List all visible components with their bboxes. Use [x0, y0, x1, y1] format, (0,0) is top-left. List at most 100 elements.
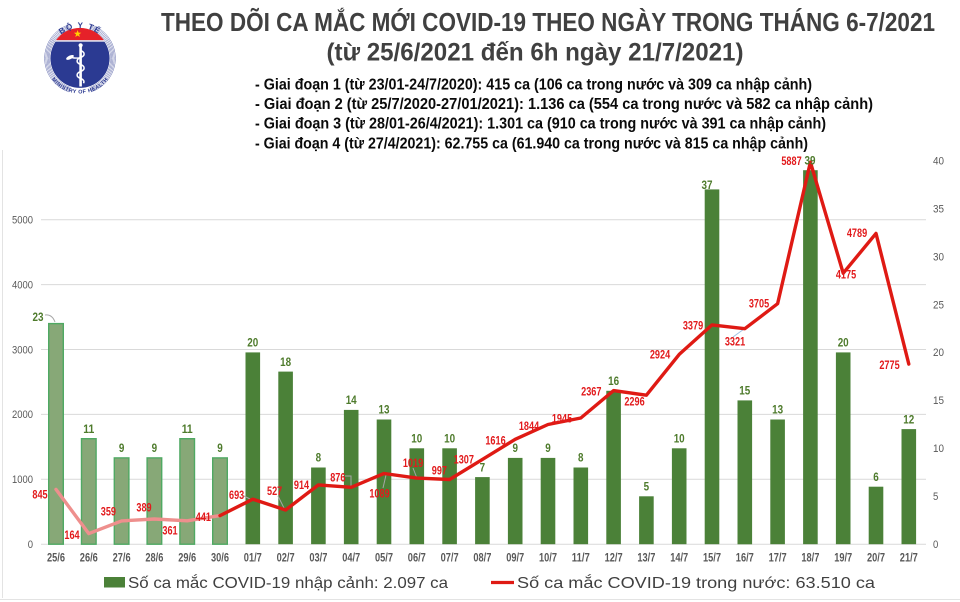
svg-text:693: 693 [229, 488, 244, 502]
svg-text:35: 35 [933, 203, 944, 215]
svg-text:20/7: 20/7 [867, 550, 885, 564]
svg-text:9: 9 [152, 441, 158, 455]
svg-text:09/7: 09/7 [506, 550, 524, 564]
svg-text:997: 997 [432, 464, 447, 478]
svg-text:30/6: 30/6 [211, 550, 229, 564]
svg-text:13: 13 [772, 403, 783, 417]
svg-text:4789: 4789 [847, 226, 868, 240]
svg-text:16: 16 [608, 374, 619, 388]
svg-text:10/7: 10/7 [539, 550, 557, 564]
svg-text:845: 845 [32, 488, 47, 502]
svg-text:Số ca mắc COVID-19 nhập cảnh:: Số ca mắc COVID-19 nhập cảnh: 2.097 ca [128, 573, 448, 592]
svg-text:THEO DÕI CA MẮC MỚI COVID-19 T: THEO DÕI CA MẮC MỚI COVID-19 THEO NGÀY T… [161, 7, 935, 37]
svg-text:11: 11 [182, 422, 193, 436]
svg-text:15: 15 [739, 384, 750, 398]
svg-text:(từ 25/6/2021 đến 6h ngày 21/7: (từ 25/6/2021 đến 6h ngày 21/7/2021) [327, 39, 744, 67]
svg-text:164: 164 [64, 528, 79, 542]
svg-text:08/7: 08/7 [473, 550, 491, 564]
svg-text:03/7: 03/7 [309, 550, 327, 564]
svg-text:10: 10 [411, 432, 422, 446]
svg-text:441: 441 [196, 510, 211, 524]
svg-text:2296: 2296 [624, 395, 645, 409]
svg-text:2775: 2775 [879, 358, 900, 372]
svg-text:- Giai đoạn 3 (từ 28/01-26/4/2: - Giai đoạn 3 (từ 28/01-26/4/2021): 1.30… [255, 116, 826, 133]
svg-text:05/7: 05/7 [375, 550, 393, 564]
svg-text:39: 39 [805, 153, 816, 167]
svg-text:8: 8 [316, 451, 322, 465]
svg-text:0: 0 [933, 539, 938, 551]
svg-text:20: 20 [247, 336, 258, 350]
svg-text:14: 14 [346, 393, 357, 407]
svg-text:29/6: 29/6 [178, 550, 196, 564]
svg-text:0: 0 [28, 539, 33, 551]
svg-text:Số ca mắc COVID-19 trong nước:: Số ca mắc COVID-19 trong nước: 63.510 ca [517, 573, 875, 592]
svg-text:20: 20 [933, 347, 944, 359]
svg-text:9: 9 [512, 441, 518, 455]
svg-text:1844: 1844 [519, 419, 540, 433]
svg-text:9: 9 [119, 441, 125, 455]
svg-text:06/7: 06/7 [408, 550, 426, 564]
svg-text:359: 359 [101, 505, 116, 519]
svg-text:5: 5 [933, 491, 938, 503]
svg-text:5887: 5887 [781, 154, 802, 168]
svg-text:7: 7 [480, 460, 486, 474]
svg-text:10: 10 [444, 432, 455, 446]
svg-text:8: 8 [578, 451, 584, 465]
svg-text:914: 914 [294, 478, 309, 492]
svg-text:04/7: 04/7 [342, 550, 360, 564]
svg-text:9: 9 [217, 441, 223, 455]
svg-text:13: 13 [379, 403, 390, 417]
svg-text:2367: 2367 [581, 385, 602, 399]
svg-text:40: 40 [933, 155, 944, 167]
svg-text:361: 361 [162, 524, 177, 538]
svg-text:14/7: 14/7 [670, 550, 688, 564]
svg-text:20: 20 [838, 336, 849, 350]
svg-text:- Giai đoạn 4 (từ 27/4/2021):: - Giai đoạn 4 (từ 27/4/2021): 62.755 ca … [255, 136, 808, 153]
svg-text:3321: 3321 [725, 335, 746, 349]
svg-text:25/6: 25/6 [47, 550, 65, 564]
svg-text:5: 5 [644, 480, 650, 494]
svg-text:17/7: 17/7 [769, 550, 787, 564]
svg-text:1307: 1307 [454, 453, 475, 467]
svg-text:30: 30 [933, 251, 944, 263]
svg-text:10: 10 [933, 443, 944, 455]
svg-text:1089: 1089 [369, 487, 390, 501]
svg-text:9: 9 [545, 441, 551, 455]
svg-text:3705: 3705 [749, 297, 770, 311]
svg-text:1000: 1000 [12, 474, 33, 486]
svg-text:18/7: 18/7 [801, 550, 819, 564]
svg-text:5000: 5000 [12, 215, 33, 227]
svg-text:19/7: 19/7 [834, 550, 852, 564]
svg-text:2924: 2924 [650, 348, 671, 362]
svg-text:2000: 2000 [12, 409, 33, 421]
svg-text:3379: 3379 [683, 319, 704, 333]
svg-text:6: 6 [873, 470, 879, 484]
svg-text:02/7: 02/7 [277, 550, 295, 564]
svg-text:21/7: 21/7 [900, 550, 918, 564]
svg-text:26/6: 26/6 [80, 550, 98, 564]
svg-text:876: 876 [330, 471, 345, 485]
svg-text:15: 15 [933, 395, 944, 407]
svg-text:16/7: 16/7 [736, 550, 754, 564]
svg-text:28/6: 28/6 [145, 550, 163, 564]
svg-text:07/7: 07/7 [441, 550, 459, 564]
svg-text:527: 527 [267, 484, 282, 498]
svg-text:25: 25 [933, 299, 944, 311]
svg-text:12: 12 [903, 412, 914, 426]
svg-text:10: 10 [674, 432, 685, 446]
svg-text:27/6: 27/6 [113, 550, 131, 564]
svg-text:37: 37 [702, 178, 713, 192]
svg-text:4000: 4000 [12, 279, 33, 291]
svg-text:23: 23 [33, 310, 44, 324]
svg-text:18: 18 [280, 355, 291, 369]
svg-text:1019: 1019 [403, 456, 424, 470]
svg-text:11/7: 11/7 [572, 550, 590, 564]
svg-text:11: 11 [83, 422, 94, 436]
svg-text:4175: 4175 [836, 268, 857, 282]
svg-text:3000: 3000 [12, 344, 33, 356]
svg-text:1945: 1945 [552, 412, 573, 426]
svg-text:1616: 1616 [485, 434, 506, 448]
svg-text:15/7: 15/7 [703, 550, 721, 564]
svg-text:- Giai đoạn 1 (từ 23/01-24/7/2: - Giai đoạn 1 (từ 23/01-24/7/2020): 415 … [255, 76, 812, 93]
svg-text:- Giai đoạn 2 (từ 25/7/2020-27: - Giai đoạn 2 (từ 25/7/2020-27/01/2021):… [255, 96, 873, 113]
